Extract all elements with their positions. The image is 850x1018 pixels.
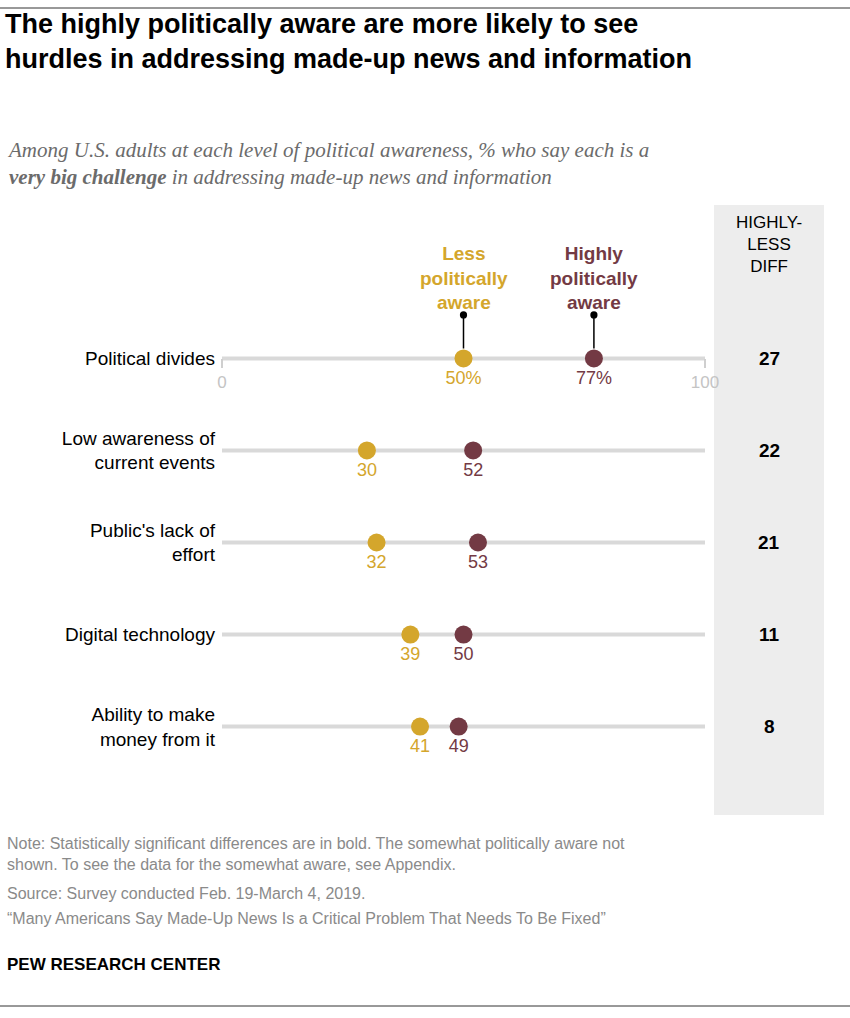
svg-text:Among U.S. adults at each leve: Among U.S. adults at each level of polit… [7, 138, 649, 189]
svg-text:49: 49 [449, 736, 469, 756]
svg-text:Ability to makemoney from it: Ability to makemoney from it [91, 704, 215, 750]
svg-text:11: 11 [759, 624, 780, 645]
svg-text:41: 41 [410, 736, 430, 756]
svg-text:Lesspoliticallyaware: Lesspoliticallyaware [420, 243, 508, 313]
svg-text:77%: 77% [576, 368, 612, 388]
svg-text:100: 100 [691, 373, 719, 392]
svg-text:Digital technology: Digital technology [65, 624, 215, 645]
svg-text:Note: Statistically significan: Note: Statistically significant differen… [7, 835, 625, 873]
svg-text:21: 21 [758, 532, 780, 553]
svg-text:50: 50 [453, 644, 473, 664]
svg-text:Source: Survey conducted Feb.: Source: Survey conducted Feb. 19-March 4… [7, 885, 365, 902]
svg-text:0: 0 [217, 373, 226, 392]
svg-text:“Many Americans Say Made-Up Ne: “Many Americans Say Made-Up News Is a Cr… [7, 910, 606, 927]
svg-text:Low awareness ofcurrent events: Low awareness ofcurrent events [62, 428, 216, 474]
svg-text:32: 32 [367, 552, 387, 572]
svg-text:27: 27 [759, 348, 780, 369]
svg-text:Highlypoliticallyaware: Highlypoliticallyaware [550, 243, 638, 313]
svg-text:50%: 50% [445, 368, 481, 388]
svg-text:PEW RESEARCH CENTER: PEW RESEARCH CENTER [7, 955, 220, 974]
svg-text:52: 52 [463, 460, 483, 480]
svg-text:8: 8 [764, 716, 775, 737]
svg-text:22: 22 [759, 440, 780, 461]
svg-text:39: 39 [400, 644, 420, 664]
svg-text:Public's lack ofeffort: Public's lack ofeffort [90, 520, 216, 566]
svg-text:The highly politically aware a: The highly politically aware are more li… [5, 9, 692, 74]
svg-text:53: 53 [468, 552, 488, 572]
svg-text:Political divides: Political divides [85, 348, 215, 369]
svg-text:30: 30 [357, 460, 377, 480]
svg-text:HIGHLY-LESSDIFF: HIGHLY-LESSDIFF [736, 213, 802, 276]
